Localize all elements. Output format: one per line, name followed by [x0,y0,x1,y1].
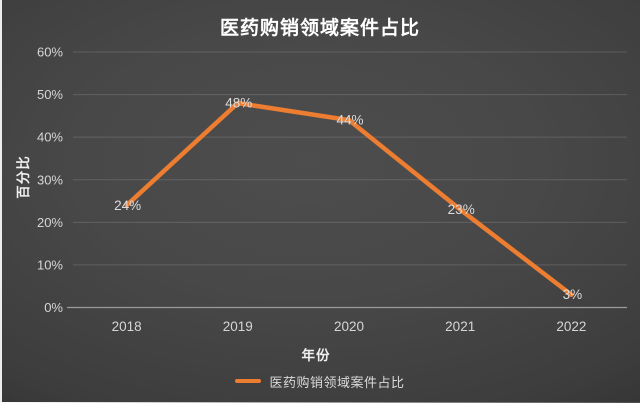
data-label: 24% [114,198,141,213]
x-tick-label: 2020 [334,319,364,334]
x-tick-label: 2019 [223,319,253,334]
data-label: 48% [225,96,252,111]
y-tick-label: 30% [37,172,63,187]
x-tick-label: 2021 [445,319,475,334]
y-tick-label: 40% [37,130,63,145]
data-label: 3% [563,287,583,302]
x-tick-label: 2022 [556,319,586,334]
y-tick-label: 10% [37,257,63,272]
y-tick-label: 60% [37,45,63,60]
screenshot-left-edge [0,0,2,403]
legend-series-label: 医药购销领域案件占比 [269,374,405,390]
legend: 医药购销领域案件占比 [0,372,640,390]
x-tick-label: 2018 [112,319,142,334]
chart-title: 医药购销领域案件占比 [219,18,420,39]
x-axis-title: 年份 [301,348,331,363]
y-tick-label: 50% [37,87,63,102]
y-tick-label: 20% [37,215,63,230]
legend-line-marker [235,379,262,383]
series-line [124,100,574,297]
data-label: 44% [336,113,363,128]
y-tick-label: 0% [44,300,63,315]
data-label: 23% [448,202,475,217]
